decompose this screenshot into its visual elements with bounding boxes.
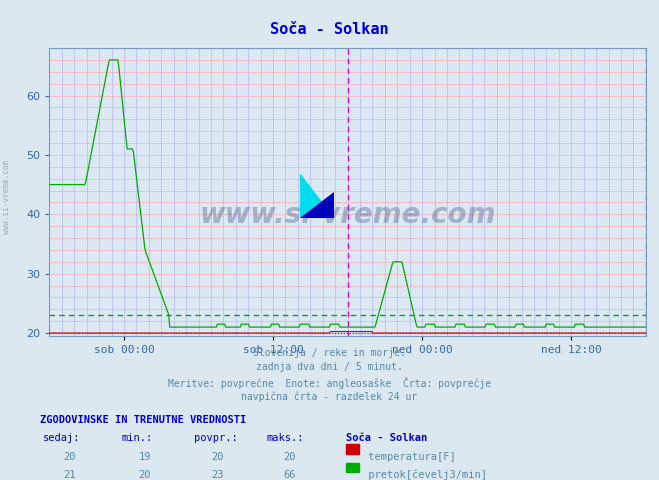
Text: maks.:: maks.: bbox=[267, 433, 304, 444]
Text: 20: 20 bbox=[63, 452, 75, 462]
Text: 19: 19 bbox=[139, 452, 151, 462]
Text: Soča - Solkan: Soča - Solkan bbox=[270, 22, 389, 36]
Text: www.si-vreme.com: www.si-vreme.com bbox=[2, 160, 11, 234]
Text: 20: 20 bbox=[139, 470, 151, 480]
Text: temperatura[F]: temperatura[F] bbox=[362, 452, 456, 462]
Polygon shape bbox=[300, 174, 334, 218]
Text: www.si-vreme.com: www.si-vreme.com bbox=[200, 201, 496, 229]
Text: 66: 66 bbox=[284, 470, 296, 480]
Text: Slovenija / reke in morje.: Slovenija / reke in morje. bbox=[253, 348, 406, 358]
Text: zadnja dva dni / 5 minut.: zadnja dva dni / 5 minut. bbox=[256, 362, 403, 372]
Polygon shape bbox=[300, 192, 334, 218]
Text: navpična črta - razdelek 24 ur: navpična črta - razdelek 24 ur bbox=[241, 391, 418, 402]
Text: 20: 20 bbox=[284, 452, 296, 462]
Text: pretok[čevelj3/min]: pretok[čevelj3/min] bbox=[362, 470, 488, 480]
Text: povpr.:: povpr.: bbox=[194, 433, 238, 444]
Text: Meritve: povprečne  Enote: angleosaške  Črta: povprečje: Meritve: povprečne Enote: angleosaške Čr… bbox=[168, 377, 491, 389]
Text: 20: 20 bbox=[212, 452, 223, 462]
Text: ZGODOVINSKE IN TRENUTNE VREDNOSTI: ZGODOVINSKE IN TRENUTNE VREDNOSTI bbox=[40, 415, 246, 425]
Text: 23: 23 bbox=[212, 470, 223, 480]
Text: sedaj:: sedaj: bbox=[43, 433, 80, 444]
Text: min.:: min.: bbox=[122, 433, 153, 444]
Text: 21: 21 bbox=[63, 470, 75, 480]
Text: Soča - Solkan: Soča - Solkan bbox=[346, 433, 427, 444]
